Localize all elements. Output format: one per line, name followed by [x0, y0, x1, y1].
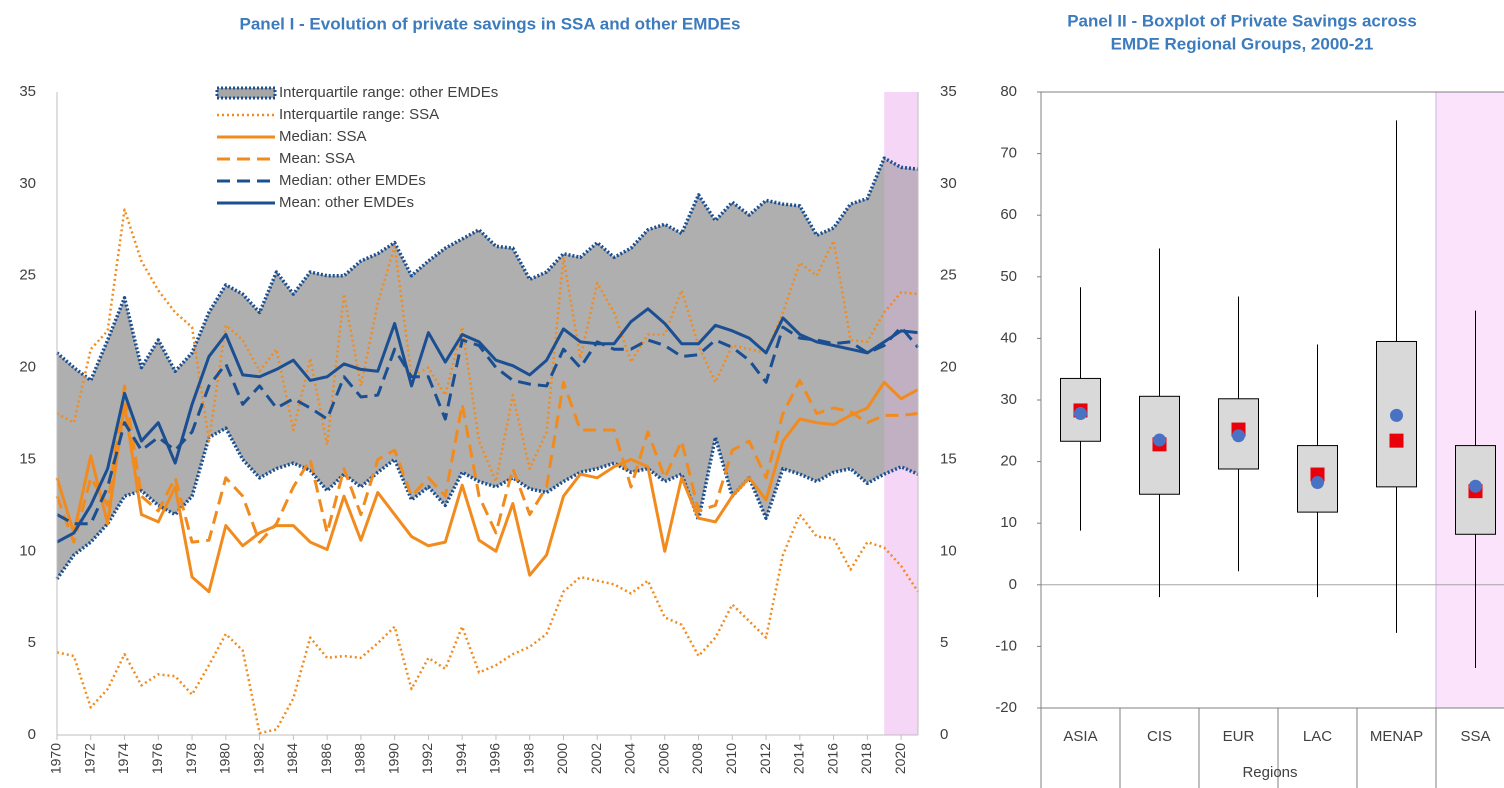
y2-tick-label: 25: [940, 267, 957, 284]
x-tick-label: 2014: [791, 743, 807, 774]
y-tick-label: 20: [19, 359, 36, 376]
x-tick-label: 2012: [757, 743, 773, 774]
y-tick-label: 80: [1000, 83, 1017, 100]
x-tick-label: 2010: [723, 743, 739, 774]
y-tick-label: 5: [28, 634, 36, 651]
x-tick-label: 1988: [352, 743, 368, 774]
plot-frame: [1040, 91, 1504, 788]
x-tick-label: 1996: [487, 743, 503, 774]
dot-marker: [1469, 479, 1482, 493]
series-line: [56, 208, 919, 483]
legend-swatch: [215, 86, 277, 100]
y-tick-label: 40: [1000, 329, 1017, 346]
shaded-category: [1435, 91, 1504, 709]
category-label: SSA: [1460, 728, 1490, 745]
y-tick-label: -10: [995, 637, 1017, 654]
legend-label: Mean: other EMDEs: [279, 194, 414, 211]
x-tick-label: 2004: [622, 743, 638, 774]
x-tick-label: 2018: [858, 743, 874, 774]
panel-title: EMDE Regional Groups, 2000-21: [1111, 34, 1374, 53]
y2-tick-label: 15: [940, 450, 957, 467]
x-tick-label: 1982: [250, 743, 266, 774]
legend-label: Interquartile range: other EMDEs: [279, 84, 498, 101]
x-tick-label: 2016: [824, 743, 840, 774]
series-line: [55, 378, 919, 544]
x-tick-label: 1984: [284, 743, 300, 774]
x-tick-label: 1978: [183, 743, 199, 774]
category-label: CIS: [1147, 728, 1172, 745]
y-tick-label: -20: [995, 699, 1017, 716]
x-tick-label: 1972: [81, 743, 97, 774]
x-tick-label: 2020: [892, 743, 908, 774]
dot-marker: [1153, 433, 1166, 447]
y-tick-label: 0: [1009, 576, 1017, 593]
category-label: LAC: [1303, 728, 1332, 745]
x-tick-label: 1976: [149, 743, 165, 774]
category-label: ASIA: [1063, 728, 1097, 745]
x-tick-label: 2000: [554, 743, 570, 774]
x-tick-label: 1994: [453, 743, 469, 774]
dot-marker: [1390, 408, 1403, 422]
y2-tick-label: 0: [940, 726, 948, 743]
panel-title: Panel I - Evolution of private savings i…: [240, 14, 741, 33]
square-marker: [1389, 433, 1404, 448]
category-label: EUR: [1223, 728, 1255, 745]
x-tick-label: 1980: [217, 743, 233, 774]
y-tick-label: 10: [19, 542, 36, 559]
series-line: [56, 325, 920, 526]
x-tick-label: 2008: [689, 743, 705, 774]
series-line: [56, 307, 919, 544]
series-line: [56, 513, 920, 735]
y2-tick-label: 10: [940, 542, 957, 559]
dot-marker: [1232, 429, 1245, 443]
y-tick-label: 25: [19, 267, 36, 284]
y-tick-label: 50: [1000, 268, 1017, 285]
series-line: [55, 156, 919, 383]
y2-tick-label: 20: [940, 359, 957, 376]
band-area: [57, 158, 918, 579]
y-tick-label: 30: [1000, 391, 1017, 408]
dot-marker: [1074, 407, 1087, 421]
x-tick-label: 1998: [520, 743, 536, 774]
y2-tick-label: 30: [940, 175, 957, 192]
legend-label: Mean: SSA: [279, 150, 355, 167]
x-tick-label: 2002: [588, 743, 604, 774]
x-tick-label: 1992: [419, 743, 435, 774]
y-tick-label: 30: [19, 175, 36, 192]
series-line: [55, 380, 919, 594]
x-tick-label: 1970: [48, 743, 64, 774]
y-tick-label: 10: [1000, 514, 1017, 531]
y-tick-label: 20: [1000, 453, 1017, 470]
y-tick-label: 0: [28, 726, 36, 743]
x-tick-label: 2006: [655, 743, 671, 774]
y2-tick-label: 35: [940, 83, 957, 100]
box: [1139, 395, 1180, 495]
panel-title: Panel II - Boxplot of Private Savings ac…: [1067, 11, 1417, 30]
x-tick-label: 1990: [385, 743, 401, 774]
y-tick-label: 15: [19, 450, 36, 467]
x-axis-label: Regions: [1242, 764, 1297, 781]
legend-label: Median: SSA: [279, 128, 367, 145]
dot-marker: [1311, 476, 1324, 490]
legend-label: Median: other EMDEs: [279, 172, 426, 189]
y-tick-label: 35: [19, 83, 36, 100]
y-tick-label: 70: [1000, 145, 1017, 162]
x-tick-label: 1986: [318, 743, 334, 774]
x-tick-label: 1974: [115, 743, 131, 774]
category-label: MENAP: [1370, 728, 1423, 745]
y2-tick-label: 5: [940, 634, 948, 651]
y-tick-label: 60: [1000, 206, 1017, 223]
legend-label: Interquartile range: SSA: [279, 106, 439, 123]
